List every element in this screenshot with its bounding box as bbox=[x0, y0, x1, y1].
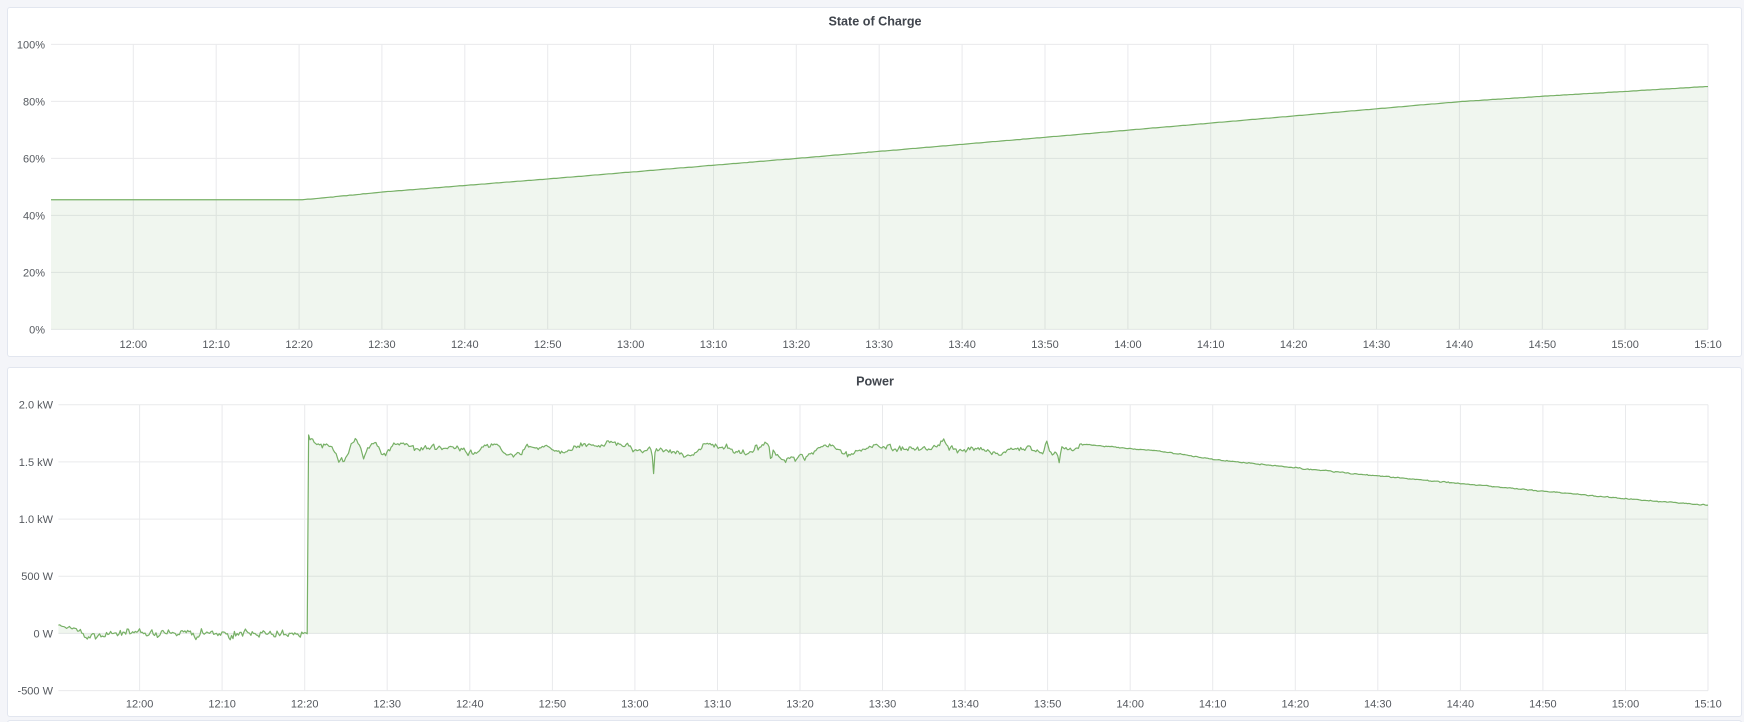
svg-text:14:50: 14:50 bbox=[1529, 339, 1557, 351]
svg-text:12:10: 12:10 bbox=[202, 339, 230, 351]
svg-text:15:10: 15:10 bbox=[1694, 339, 1722, 351]
svg-text:500 W: 500 W bbox=[21, 571, 53, 583]
svg-text:Power: Power bbox=[856, 375, 894, 389]
svg-text:40%: 40% bbox=[23, 210, 45, 222]
svg-text:14:00: 14:00 bbox=[1116, 699, 1144, 711]
svg-text:20%: 20% bbox=[23, 267, 45, 279]
svg-text:14:40: 14:40 bbox=[1447, 699, 1475, 711]
svg-text:14:30: 14:30 bbox=[1364, 699, 1392, 711]
svg-text:13:20: 13:20 bbox=[783, 339, 811, 351]
svg-text:13:00: 13:00 bbox=[617, 339, 645, 351]
svg-text:12:00: 12:00 bbox=[126, 699, 154, 711]
svg-text:12:30: 12:30 bbox=[368, 339, 396, 351]
svg-text:13:50: 13:50 bbox=[1031, 339, 1059, 351]
svg-text:12:40: 12:40 bbox=[456, 699, 484, 711]
svg-text:15:10: 15:10 bbox=[1694, 699, 1722, 711]
svg-text:1.0 kW: 1.0 kW bbox=[19, 514, 54, 526]
svg-text:13:30: 13:30 bbox=[865, 339, 893, 351]
svg-text:14:30: 14:30 bbox=[1363, 339, 1391, 351]
svg-text:13:10: 13:10 bbox=[700, 339, 728, 351]
svg-text:14:40: 14:40 bbox=[1446, 339, 1474, 351]
svg-text:12:20: 12:20 bbox=[291, 699, 319, 711]
svg-text:12:00: 12:00 bbox=[120, 339, 148, 351]
svg-text:13:10: 13:10 bbox=[704, 699, 732, 711]
svg-text:12:30: 12:30 bbox=[373, 699, 401, 711]
svg-text:14:50: 14:50 bbox=[1529, 699, 1557, 711]
svg-text:15:00: 15:00 bbox=[1611, 339, 1639, 351]
svg-text:13:20: 13:20 bbox=[786, 699, 814, 711]
svg-text:14:00: 14:00 bbox=[1114, 339, 1142, 351]
svg-text:12:50: 12:50 bbox=[534, 339, 562, 351]
svg-text:12:20: 12:20 bbox=[285, 339, 313, 351]
svg-text:12:50: 12:50 bbox=[539, 699, 567, 711]
svg-text:13:00: 13:00 bbox=[621, 699, 649, 711]
svg-text:13:30: 13:30 bbox=[869, 699, 897, 711]
svg-text:13:40: 13:40 bbox=[951, 699, 979, 711]
svg-text:12:10: 12:10 bbox=[208, 699, 236, 711]
svg-text:60%: 60% bbox=[23, 153, 45, 165]
svg-text:2.0 kW: 2.0 kW bbox=[19, 400, 54, 412]
svg-text:-500 W: -500 W bbox=[18, 686, 54, 698]
svg-text:0%: 0% bbox=[29, 324, 45, 336]
svg-text:13:40: 13:40 bbox=[948, 339, 976, 351]
svg-text:80%: 80% bbox=[23, 96, 45, 108]
svg-text:13:50: 13:50 bbox=[1034, 699, 1062, 711]
svg-text:14:10: 14:10 bbox=[1197, 339, 1225, 351]
svg-text:1.5 kW: 1.5 kW bbox=[19, 457, 54, 469]
svg-text:100%: 100% bbox=[17, 39, 45, 51]
svg-text:State of Charge: State of Charge bbox=[828, 15, 921, 29]
svg-text:15:00: 15:00 bbox=[1612, 699, 1640, 711]
svg-text:14:10: 14:10 bbox=[1199, 699, 1227, 711]
svg-text:12:40: 12:40 bbox=[451, 339, 479, 351]
svg-text:14:20: 14:20 bbox=[1280, 339, 1308, 351]
svg-text:0 W: 0 W bbox=[33, 628, 53, 640]
svg-text:14:20: 14:20 bbox=[1282, 699, 1310, 711]
